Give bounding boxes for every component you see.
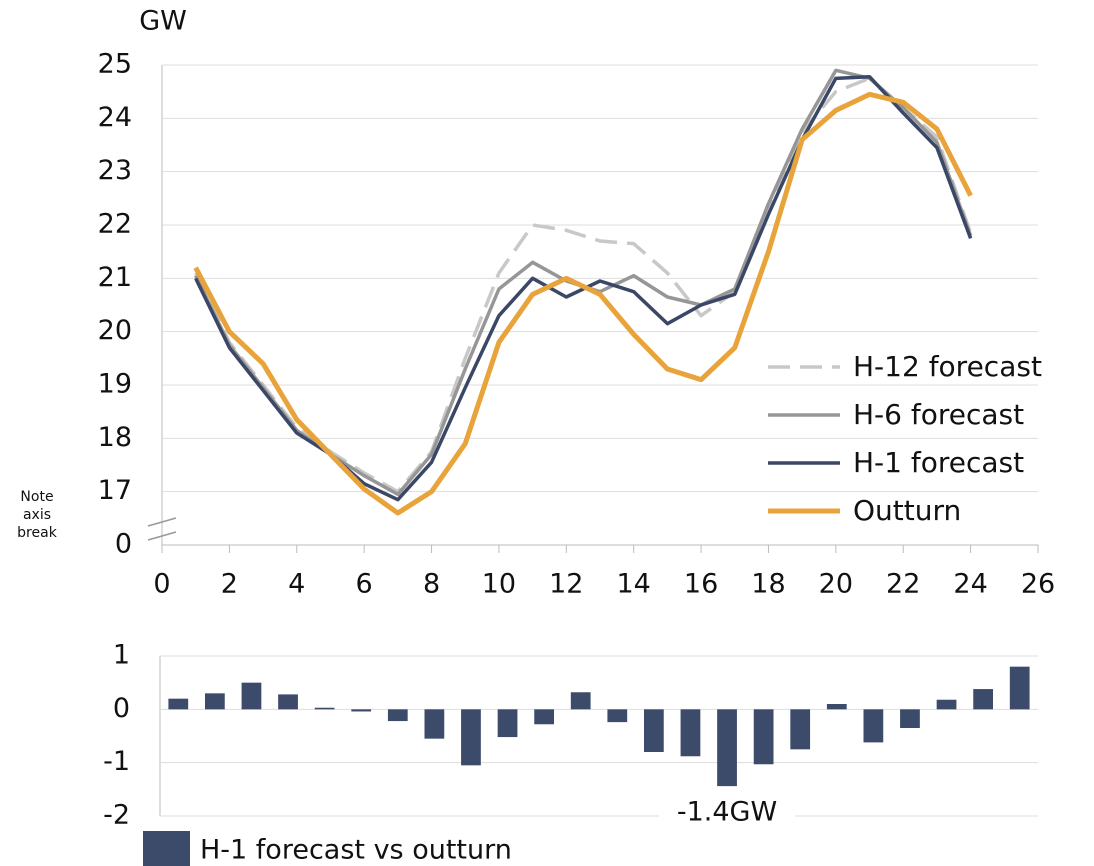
bar xyxy=(936,699,957,710)
line-series xyxy=(194,76,973,494)
x-tick-label: 14 xyxy=(617,569,651,600)
y-tick-label: 19 xyxy=(98,369,132,400)
x-tick-label: 22 xyxy=(886,569,920,600)
x-tick-label: 8 xyxy=(423,569,440,600)
bar xyxy=(753,709,774,765)
x-tick-label: 10 xyxy=(482,569,516,600)
axis-break-note: Note axis break xyxy=(17,489,57,541)
y-tick-label: 1 xyxy=(113,640,130,671)
bar xyxy=(570,692,591,710)
bar xyxy=(497,709,518,738)
bar xyxy=(973,689,994,710)
y-tick-label: 25 xyxy=(98,49,132,80)
x-tick-label: 16 xyxy=(684,569,718,600)
bar xyxy=(278,694,298,710)
label-background xyxy=(659,798,796,828)
legend-label: H-1 forecast xyxy=(853,446,1024,479)
legend-swatch xyxy=(143,831,190,866)
bar xyxy=(900,709,920,728)
bar xyxy=(643,709,664,752)
data-label: -1.4GW xyxy=(677,797,777,828)
bar xyxy=(241,682,262,710)
bar xyxy=(424,709,445,739)
axis-break xyxy=(147,531,177,541)
legend-label: H-6 forecast xyxy=(853,398,1024,431)
x-tick-label: 18 xyxy=(751,569,785,600)
bar xyxy=(790,709,811,750)
x-tick-label: 20 xyxy=(819,569,853,600)
y-axis-label: GW xyxy=(139,6,187,37)
y-tick-label: 18 xyxy=(98,422,132,453)
y-tick-label: -1 xyxy=(103,746,130,777)
x-tick-label: 6 xyxy=(356,569,373,600)
y-tick-label: 0 xyxy=(115,529,132,560)
line-series xyxy=(193,91,973,516)
bar xyxy=(461,709,481,766)
y-tick-label: -2 xyxy=(103,800,130,831)
bar xyxy=(1009,666,1030,710)
legend-label: H-12 forecast xyxy=(853,350,1042,383)
legend-label: H-1 forecast vs outturn xyxy=(200,835,512,866)
legend-label: Outturn xyxy=(853,494,961,527)
bar xyxy=(168,698,189,710)
y-tick-label: 24 xyxy=(98,102,132,133)
bar xyxy=(387,709,408,722)
bar xyxy=(314,707,335,710)
x-tick-label: 0 xyxy=(153,569,170,600)
y-tick-label: 23 xyxy=(98,155,132,186)
x-tick-label: 12 xyxy=(549,569,583,600)
bar xyxy=(351,709,372,712)
bar xyxy=(534,709,555,725)
y-tick-label: 22 xyxy=(98,209,132,240)
bar xyxy=(204,693,225,710)
bar xyxy=(826,704,847,710)
bar xyxy=(680,709,701,757)
y-tick-label: 0 xyxy=(113,693,130,724)
x-tick-label: 24 xyxy=(953,569,987,600)
x-tick-label: 2 xyxy=(221,569,238,600)
y-tick-label: 17 xyxy=(98,475,132,506)
bar xyxy=(607,709,628,723)
x-tick-label: 4 xyxy=(288,569,305,600)
bar xyxy=(717,709,737,787)
x-tick-label: 26 xyxy=(1021,569,1055,600)
y-tick-label: 20 xyxy=(98,315,132,346)
axis-break xyxy=(147,517,177,527)
bar xyxy=(863,709,884,743)
y-tick-label: 21 xyxy=(98,262,132,293)
